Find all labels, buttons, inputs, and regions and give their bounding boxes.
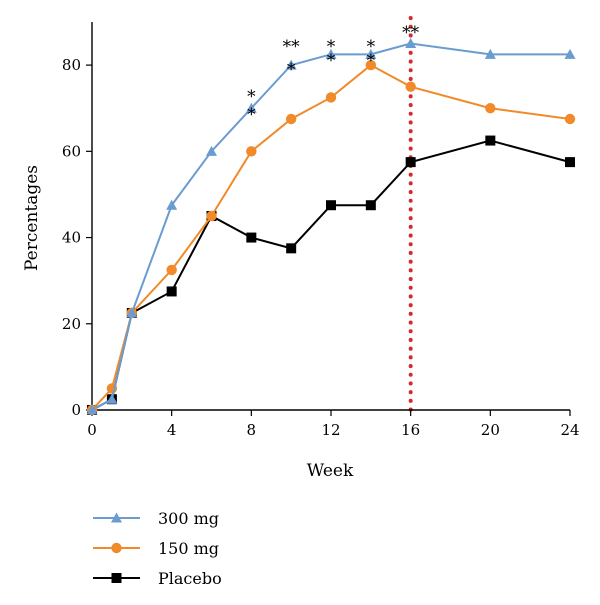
significance-marker: ** <box>283 37 301 57</box>
y-tick-label: 80 <box>62 56 81 74</box>
legend-label: Placebo <box>158 569 222 588</box>
series-300-mg <box>86 38 576 415</box>
data-point <box>405 38 417 49</box>
legend-item: Placebo <box>93 569 222 588</box>
data-point <box>106 393 118 404</box>
data-point <box>405 157 416 168</box>
significance-marker: * <box>327 37 336 57</box>
series-line <box>91 42 570 411</box>
data-point <box>206 210 217 222</box>
legend-label: 300 mg <box>158 509 219 528</box>
data-point <box>166 199 178 210</box>
data-point <box>326 200 336 211</box>
x-axis-title: Week <box>307 461 354 481</box>
data-point <box>286 243 297 254</box>
series-line <box>91 63 571 411</box>
data-point <box>126 307 138 318</box>
x-tick-label: 16 <box>401 421 420 439</box>
significance-marker: * <box>327 51 336 71</box>
data-point <box>245 102 257 113</box>
y-axis-title: Percentages <box>22 165 42 271</box>
y-tick-label: 60 <box>62 142 81 160</box>
data-point <box>564 113 576 125</box>
data-point <box>365 48 377 59</box>
legend-item: 150 mg <box>93 539 219 558</box>
data-point <box>166 286 177 297</box>
data-point <box>405 81 416 92</box>
x-tick-label: 8 <box>247 421 257 439</box>
data-point <box>246 232 257 243</box>
data-point <box>86 404 98 415</box>
y-tick-label: 40 <box>62 229 81 247</box>
significance-marker: * <box>367 51 376 71</box>
data-point <box>166 264 177 276</box>
data-point <box>365 200 376 211</box>
data-point <box>285 59 297 70</box>
significance-marker: ** <box>402 23 420 43</box>
data-point <box>564 48 576 59</box>
x-tick-label: 20 <box>481 421 500 439</box>
x-tick-label: 0 <box>87 421 97 439</box>
significance-marker: * <box>367 37 376 57</box>
data-point <box>246 146 257 157</box>
y-tick-label: 0 <box>71 401 81 419</box>
legend-item: 300 mg <box>93 509 219 528</box>
x-tick-label: 24 <box>560 421 579 439</box>
significance-marker: * <box>247 105 256 125</box>
legend-label: 150 mg <box>158 539 219 558</box>
data-point <box>485 135 496 146</box>
data-point <box>565 157 575 168</box>
x-tick-label: 12 <box>321 421 340 439</box>
data-point <box>484 48 496 59</box>
x-tick-label: 4 <box>167 421 177 439</box>
data-point <box>485 103 496 114</box>
series-placebo <box>87 135 575 415</box>
data-point <box>285 113 297 125</box>
data-point <box>325 48 337 59</box>
legend-marker <box>111 512 122 523</box>
legend-marker <box>111 542 122 554</box>
data-point <box>206 145 217 156</box>
data-point <box>365 59 377 71</box>
significance-marker: * <box>287 60 296 80</box>
y-tick-label: 20 <box>62 315 81 333</box>
series-line <box>91 139 571 411</box>
significance-marker: * <box>247 87 256 107</box>
data-point <box>325 92 337 103</box>
legend-marker <box>111 573 122 583</box>
